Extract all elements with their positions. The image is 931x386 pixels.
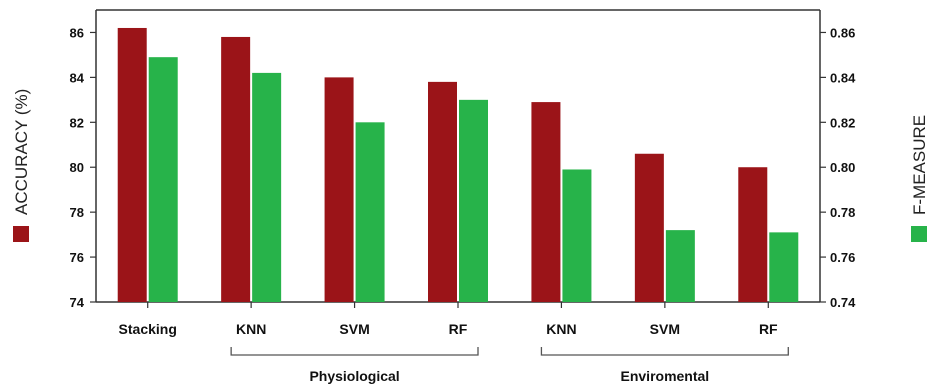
left-axis-ticks: 74 76 78 80 82 84 86: [70, 25, 96, 310]
category-label: Stacking: [119, 321, 177, 337]
right-tick-label: 0.74: [830, 295, 856, 310]
right-tick-label: 0.86: [830, 25, 855, 40]
right-axis-ticks: 0.74 0.76 0.78 0.80 0.82 0.84 0.86: [820, 25, 856, 310]
left-tick-label: 74: [70, 295, 85, 310]
left-tick-label: 84: [70, 70, 85, 85]
left-tick-label: 76: [70, 250, 84, 265]
right-tick-label: 0.80: [830, 160, 855, 175]
f-measure-bar: [459, 99, 488, 302]
category-label: RF: [759, 321, 778, 337]
accuracy-legend-swatch: [13, 226, 29, 242]
f-measure-bar: [252, 72, 282, 303]
left-axis-title: ACCURACY (%): [12, 89, 31, 215]
accuracy-bar: [738, 167, 768, 302]
category-label: SVM: [650, 321, 680, 337]
right-tick-label: 0.76: [830, 250, 855, 265]
accuracy-bar: [531, 102, 561, 302]
left-axis-legend: ACCURACY (%): [12, 89, 31, 242]
right-tick-label: 0.82: [830, 115, 855, 130]
group-label: Physiological: [309, 368, 399, 384]
group-label: Enviromental: [621, 368, 710, 384]
accuracy-bar: [221, 36, 251, 302]
f-measure-bar: [665, 230, 695, 302]
category-labels: Stacking KNN SVM RF KNN SVM RF: [119, 302, 778, 337]
group-brackets: Physiological Enviromental: [230, 347, 789, 384]
f-measure-bar: [355, 122, 385, 302]
right-tick-label: 0.84: [830, 70, 856, 85]
bars: [117, 27, 799, 303]
chart-axes: [95, 9, 821, 303]
accuracy-bar: [324, 77, 354, 302]
left-tick-label: 80: [70, 160, 84, 175]
right-tick-label: 0.78: [830, 205, 855, 220]
category-label: RF: [449, 321, 468, 337]
f-measure-legend-swatch: [911, 226, 927, 242]
f-measure-bar: [769, 232, 799, 302]
f-measure-bar: [562, 169, 592, 302]
accuracy-bar: [428, 81, 457, 302]
category-label: SVM: [339, 321, 369, 337]
left-tick-label: 82: [70, 115, 84, 130]
right-axis-legend: F-MEASURE: [910, 115, 929, 242]
group-bracket: [230, 347, 479, 356]
group-bracket: [540, 347, 789, 356]
category-label: KNN: [546, 321, 576, 337]
right-axis-title: F-MEASURE: [910, 115, 929, 215]
left-tick-label: 86: [70, 25, 84, 40]
left-tick-label: 78: [70, 205, 84, 220]
accuracy-bar: [634, 153, 664, 302]
f-measure-bar: [148, 57, 178, 302]
category-label: KNN: [236, 321, 266, 337]
accuracy-bar: [117, 27, 147, 302]
